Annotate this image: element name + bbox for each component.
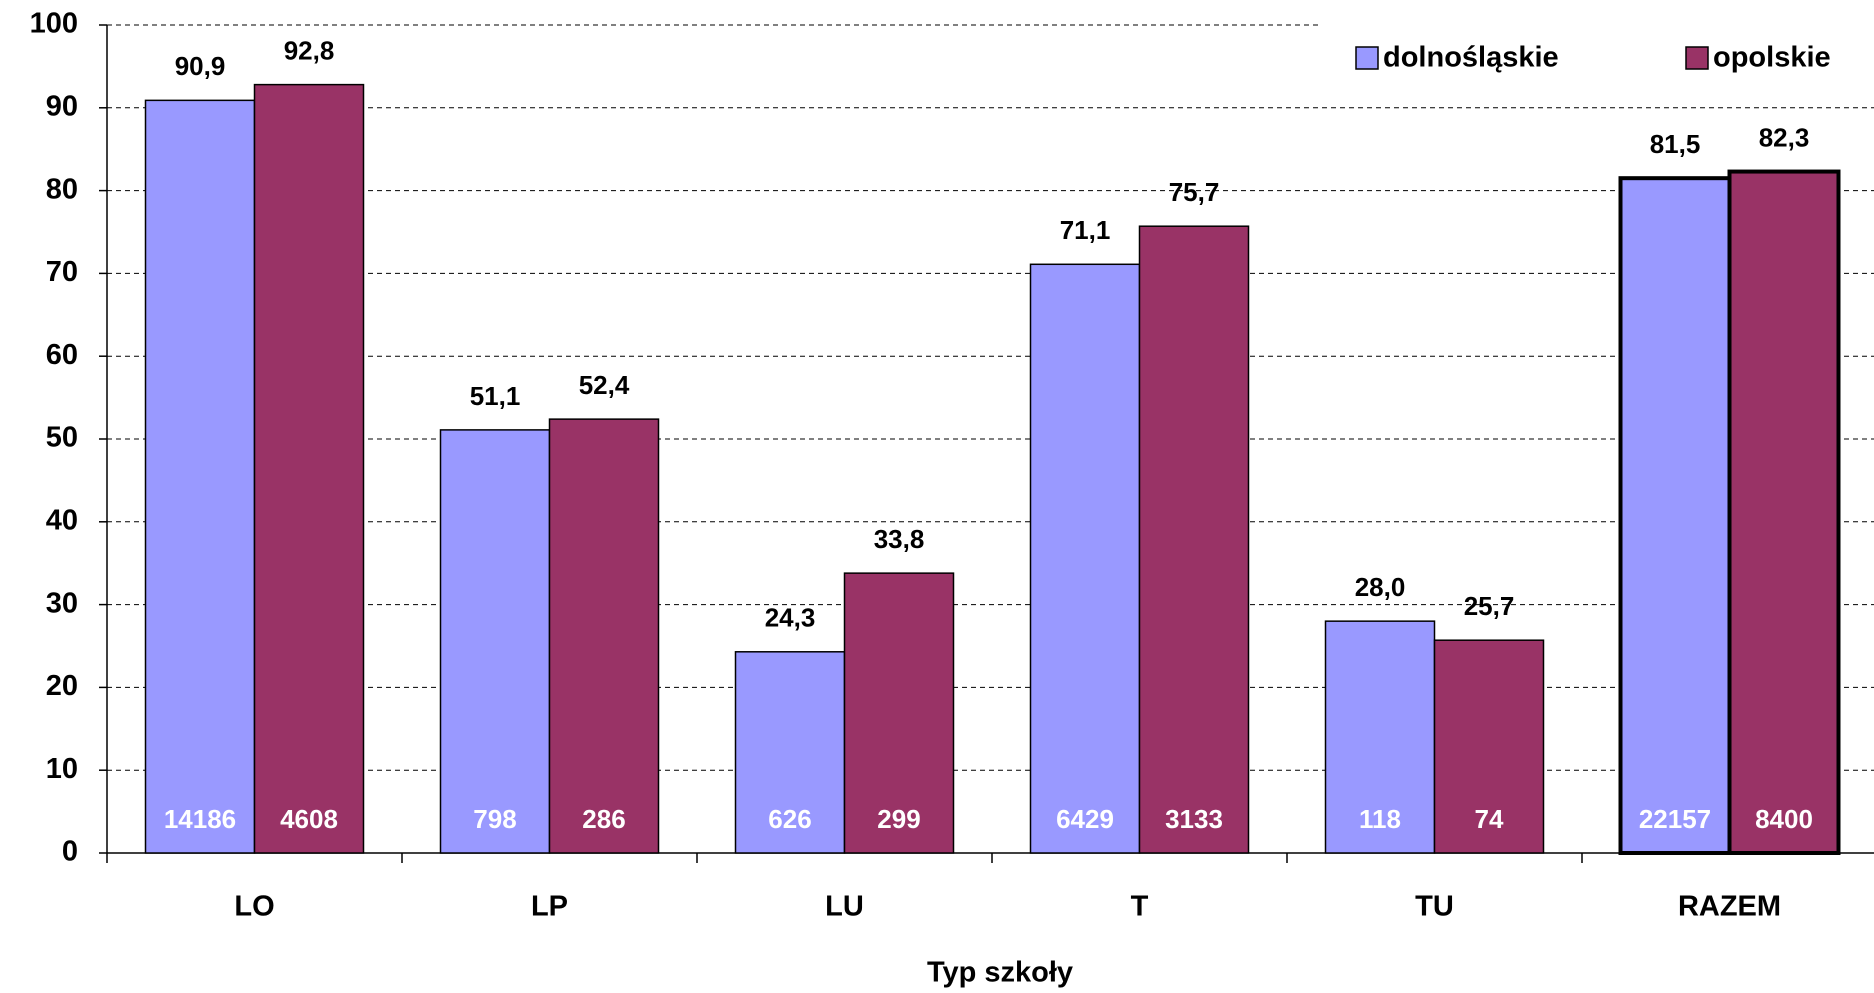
y-tick-label: 80	[46, 173, 78, 205]
legend-label: opolskie	[1713, 42, 1831, 74]
legend-label: dolnośląskie	[1383, 42, 1559, 74]
bar	[439, 429, 551, 854]
value-label: 33,8	[874, 524, 925, 554]
y-tick-label: 40	[46, 504, 78, 536]
value-label: 90,9	[175, 51, 226, 81]
bar	[253, 83, 365, 854]
count-label: 798	[473, 804, 516, 834]
bar	[1727, 169, 1841, 855]
y-tick-label: 60	[46, 339, 78, 371]
count-label: 6429	[1056, 804, 1114, 834]
x-tick-label: T	[1131, 891, 1149, 923]
bar	[1433, 639, 1545, 854]
count-label: 3133	[1165, 804, 1223, 834]
count-label: 118	[1359, 804, 1401, 834]
x-axis-label: Typ szkoły	[927, 957, 1073, 989]
count-label: 22157	[1639, 804, 1711, 834]
count-label: 299	[877, 804, 920, 834]
count-label: 74	[1475, 804, 1504, 834]
x-tick-label: TU	[1415, 891, 1454, 923]
x-tick-label: LP	[531, 891, 568, 923]
x-tick-label: LU	[825, 891, 864, 923]
count-label: 286	[582, 804, 625, 834]
value-label: 71,1	[1060, 215, 1111, 245]
bar	[843, 572, 955, 854]
legend-swatch	[1355, 46, 1379, 70]
bar	[144, 99, 256, 854]
y-tick-label: 50	[46, 422, 78, 454]
value-label: 28,0	[1355, 572, 1406, 602]
y-tick-label: 90	[46, 90, 78, 122]
value-label: 52,4	[579, 370, 630, 400]
bar	[1324, 620, 1436, 854]
bar	[1618, 176, 1732, 855]
y-tick-label: 0	[62, 836, 78, 868]
value-label: 25,7	[1464, 591, 1515, 621]
value-label: 75,7	[1169, 177, 1220, 207]
bar	[1029, 263, 1141, 854]
x-tick-label: RAZEM	[1678, 891, 1781, 923]
y-tick-label: 30	[46, 587, 78, 619]
value-label: 24,3	[765, 603, 816, 633]
count-label: 626	[768, 804, 811, 834]
legend: dolnośląskie opolskie	[1322, 24, 1874, 92]
value-label: 82,3	[1759, 122, 1810, 152]
bar	[734, 651, 846, 854]
x-tick-label: LO	[234, 891, 274, 923]
y-tick-label: 100	[30, 8, 78, 40]
count-label: 4608	[280, 804, 338, 834]
bar	[1138, 225, 1250, 854]
legend-swatch	[1685, 46, 1709, 70]
value-label: 81,5	[1650, 129, 1701, 159]
y-tick-label: 70	[46, 256, 78, 288]
count-label: 14186	[164, 804, 236, 834]
y-tick-label: 20	[46, 670, 78, 702]
value-label: 92,8	[284, 35, 335, 65]
bar	[548, 418, 660, 854]
count-label: 8400	[1755, 804, 1813, 834]
y-tick-label: 10	[46, 753, 78, 785]
legend-background	[1322, 24, 1874, 92]
value-label: 51,1	[470, 381, 521, 411]
